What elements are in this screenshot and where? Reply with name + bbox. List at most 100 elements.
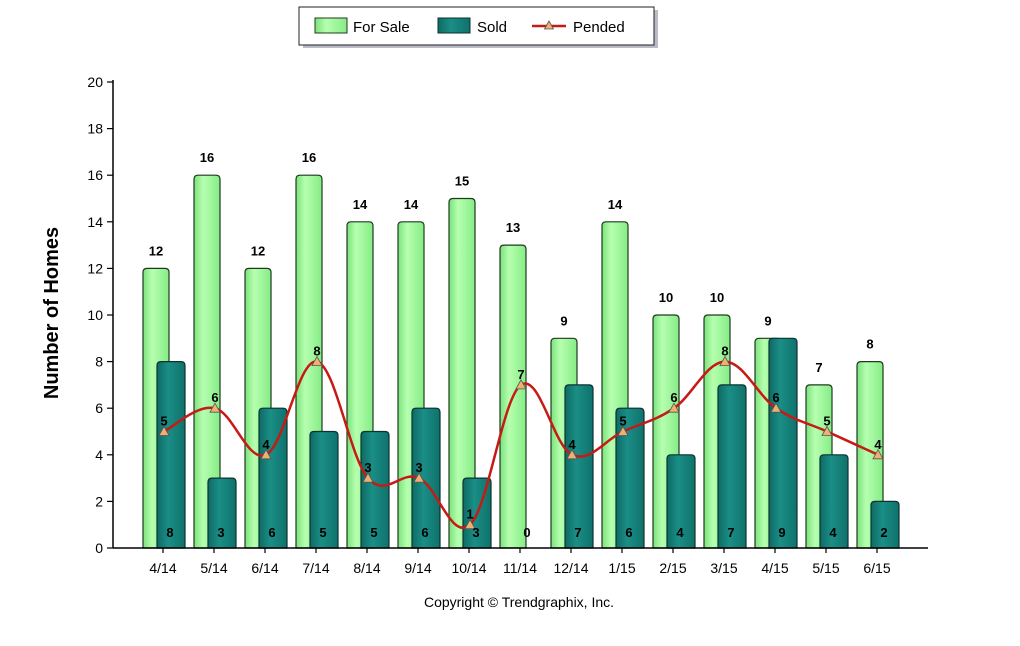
data-label-pended: 3	[364, 460, 371, 475]
legend-box	[298, 6, 655, 46]
y-tick-label: 0	[95, 540, 103, 556]
x-tick-label: 12/14	[553, 560, 588, 576]
line-pended	[163, 360, 879, 529]
data-label-pended: 6	[211, 390, 218, 405]
data-label-for-sale: 16	[200, 150, 214, 165]
marker-pended	[209, 402, 221, 413]
data-label-sold: 3	[472, 525, 479, 540]
data-label-for-sale: 8	[866, 337, 873, 352]
data-label-sold: 6	[421, 525, 428, 540]
plot-area: 12 8 5 16 3 6 12 6 4 16 5 8 14 5 3 14 6 3 15 3 1 13 0 7 9 7 4 14 6 5 1…	[142, 150, 900, 549]
x-tick-label: 10/14	[451, 560, 486, 576]
y-tick-label: 4	[95, 447, 103, 463]
x-tick-label: 1/15	[608, 560, 635, 576]
data-label-for-sale: 10	[710, 290, 724, 305]
bar-sold	[564, 384, 594, 549]
bar-sold	[870, 500, 900, 549]
data-label-for-sale: 14	[404, 197, 419, 212]
marker-pended	[821, 425, 833, 436]
marker-pended	[260, 448, 272, 460]
bar-for-sale	[448, 197, 476, 549]
y-tick-label: 14	[87, 214, 103, 230]
data-label-pended: 1	[466, 507, 473, 522]
x-tick-label: 6/14	[251, 560, 278, 576]
marker-pended	[617, 425, 629, 436]
bar-sold	[360, 430, 390, 549]
data-label-sold: 6	[625, 525, 632, 540]
data-label-pended: 5	[160, 414, 167, 429]
data-label-for-sale: 16	[302, 150, 316, 165]
legend-label-sold: Sold	[477, 19, 507, 36]
x-tick-label: 5/14	[200, 560, 227, 576]
y-tick-label: 18	[87, 121, 103, 137]
data-label-sold: 4	[829, 525, 837, 540]
data-label-for-sale: 7	[815, 360, 822, 375]
bar-sold	[717, 384, 747, 549]
y-tick-label: 6	[95, 400, 103, 416]
legend-label-pended: Pended	[573, 19, 625, 36]
data-label-pended: 6	[772, 390, 779, 405]
bar-sold	[207, 477, 237, 549]
data-label-pended: 8	[721, 344, 728, 359]
y-tick-label: 16	[87, 167, 103, 183]
data-label-pended: 8	[313, 344, 320, 359]
data-label-pended: 7	[517, 367, 524, 382]
data-label-for-sale: 10	[659, 290, 673, 305]
data-label-sold: 5	[370, 525, 377, 540]
bar-sold	[666, 454, 696, 549]
data-label-pended: 6	[670, 390, 677, 405]
legend-label-for-sale: For Sale	[353, 19, 410, 36]
x-tick-label: 2/15	[659, 560, 686, 576]
x-tick-label: 6/15	[863, 560, 890, 576]
bar-sold	[309, 430, 339, 549]
bar-for-sale	[193, 174, 221, 549]
data-label-sold: 4	[676, 525, 684, 540]
y-tick-label: 2	[95, 493, 103, 509]
x-tick-label: 9/14	[404, 560, 431, 576]
y-tick-label: 20	[87, 74, 103, 90]
data-label-sold: 8	[166, 525, 173, 540]
data-label-for-sale: 14	[608, 197, 623, 212]
marker-pended	[515, 379, 527, 390]
data-label-pended: 5	[823, 414, 830, 429]
x-tick-label: 5/15	[812, 560, 839, 576]
bar-sold	[615, 407, 645, 549]
bar-sold	[258, 407, 288, 549]
data-label-pended: 4	[874, 437, 882, 452]
marker-pended	[158, 425, 170, 436]
marker-pended	[413, 472, 425, 483]
x-tick-label: 8/14	[353, 560, 380, 576]
marker-pended	[464, 518, 476, 530]
data-label-for-sale: 13	[506, 220, 520, 235]
data-label-sold: 5	[319, 525, 326, 540]
x-tick-label: 3/15	[710, 560, 737, 576]
data-label-pended: 4	[262, 437, 270, 452]
data-label-sold: 2	[880, 525, 887, 540]
data-label-for-sale: 12	[149, 243, 163, 258]
x-tick-label: 4/15	[761, 560, 788, 576]
bar-sold	[819, 454, 849, 549]
data-label-for-sale: 9	[560, 313, 567, 328]
data-label-sold: 7	[727, 525, 734, 540]
data-label-for-sale: 12	[251, 243, 265, 258]
data-label-sold: 6	[268, 525, 275, 540]
legend-swatch-for-sale	[314, 17, 348, 34]
bar-sold	[156, 361, 186, 549]
data-label-pended: 4	[568, 437, 576, 452]
data-label-sold: 7	[574, 525, 581, 540]
data-label-for-sale: 15	[455, 174, 469, 189]
y-tick-label: 10	[87, 307, 103, 323]
x-tick-label: 7/14	[302, 560, 329, 576]
marker-pended	[566, 448, 578, 460]
bar-sold	[768, 337, 798, 549]
x-tick-label: 11/14	[503, 560, 537, 576]
data-label-sold: 0	[523, 525, 530, 540]
legend: For Sale Sold Pended	[298, 6, 658, 48]
data-label-pended: 3	[415, 460, 422, 475]
marker-pended	[719, 355, 731, 367]
legend-swatch-sold	[437, 17, 471, 34]
x-tick-label: 4/14	[149, 560, 176, 576]
marker-pended	[872, 448, 884, 460]
data-label-sold: 9	[778, 525, 785, 540]
